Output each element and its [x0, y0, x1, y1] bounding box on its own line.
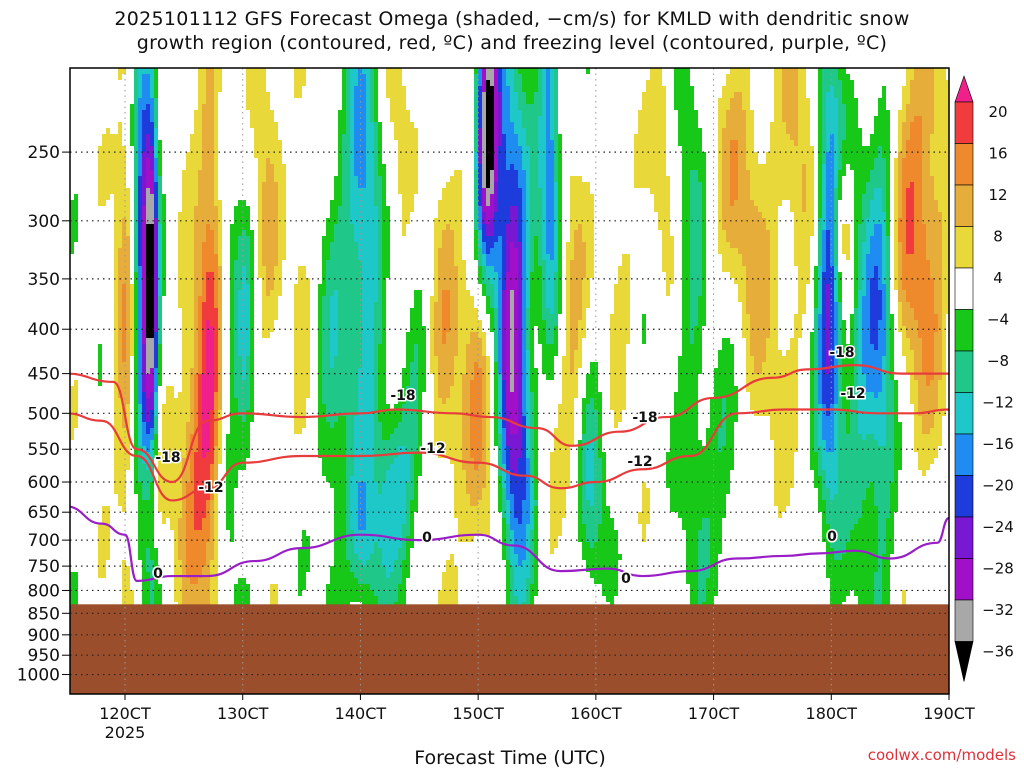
y-tick-label-650: 650 [28, 503, 60, 523]
colorbar-label: −28 [982, 560, 1014, 578]
y-tick-label-450: 450 [28, 365, 60, 385]
terrain-mask [70, 604, 949, 694]
colorbar-label: 16 [988, 145, 1007, 163]
contour-labels: -18 -12 -18 -12 -18 -12 -18 -12 0 0 0 0 [152, 344, 868, 589]
y-tick-label-600: 600 [28, 473, 60, 493]
y-axis: 2503003504004505005506006507007508008509… [17, 143, 70, 686]
grid-lines [70, 68, 950, 694]
colorbar-swatch [954, 516, 974, 559]
y-tick-label-1000: 1000 [17, 666, 60, 686]
colorbar-swatch [954, 475, 974, 518]
colorbar-label: 12 [988, 186, 1007, 204]
omega-shading [70, 68, 949, 608]
colorbar-swatch [954, 143, 974, 186]
colorbar-swatch [954, 433, 974, 476]
x-tick-label-190CT: 190CT [923, 704, 975, 723]
colorbar: 20 16 12 8 4 −4 −8 −12 −16 −20 −24 −28 −32 −36 [954, 75, 1014, 682]
colorbar-swatch [954, 599, 974, 642]
credit-link[interactable]: coolwx.com/models [868, 746, 1016, 764]
contour-line-3 [70, 505, 949, 583]
colorbar-label: −12 [982, 394, 1014, 412]
colorbar-swatch [954, 350, 974, 393]
colorbar-swatch [954, 226, 974, 269]
freezing-contour-label: 0 [827, 529, 837, 545]
y-tick-label-950: 950 [28, 646, 60, 666]
colorbar-label: −20 [982, 477, 1014, 495]
colorbar-label: 8 [993, 228, 1003, 246]
dgz-contour-label: -18 [632, 410, 657, 426]
y-tick-label-700: 700 [28, 531, 60, 551]
colorbar-arrow-top [954, 75, 974, 103]
y-tick-label-800: 800 [28, 581, 60, 601]
y-tick-label-900: 900 [28, 626, 60, 646]
contour-line-1 [70, 364, 949, 484]
x-axis: 120CT 130CT 140CT 150CT 160CT 170CT 180CT 190CT… [99, 694, 975, 742]
chart-title-line-1: 2025101112 GFS Forecast Omega (shaded, −… [114, 8, 910, 30]
x-tick-label-120CT: 120CT [99, 704, 151, 723]
colorbar-label: −8 [987, 352, 1009, 370]
x-tick-label-180CT: 180CT [806, 704, 858, 723]
x-axis-title: Forecast Time (UTC) [414, 747, 605, 768]
colorbar-swatch [954, 101, 974, 144]
y-tick-label-850: 850 [28, 604, 60, 624]
plot-frame [69, 67, 950, 695]
colorbar-label: 20 [988, 103, 1007, 121]
colorbar-swatch [954, 558, 974, 601]
x-tick-label-170CT: 170CT [688, 704, 740, 723]
colorbar-label: −4 [987, 311, 1009, 329]
x-tick-label-140CT: 140CT [335, 704, 387, 723]
y-tick-label-550: 550 [28, 440, 60, 460]
x-tick-label-160CT: 160CT [570, 704, 622, 723]
colorbar-swatch [954, 267, 974, 310]
freezing-contour-label: 0 [153, 566, 163, 582]
dgz-contour-label: -12 [198, 480, 223, 496]
colorbar-swatch [954, 392, 974, 435]
chart-title-line-2: growth region (contoured, red, ºC) and f… [136, 32, 888, 54]
colorbar-label: −36 [982, 643, 1014, 661]
dgz-contour-label: -12 [420, 441, 445, 457]
colorbar-label: 4 [993, 269, 1003, 287]
colorbar-swatch [954, 309, 974, 352]
freezing-contour-label: 0 [422, 530, 432, 546]
colorbar-label: −32 [982, 601, 1014, 619]
x-tick-sublabel-year: 2025 [105, 723, 146, 742]
y-tick-label-400: 400 [28, 320, 60, 340]
colorbar-arrow-bottom [954, 641, 974, 682]
contour-lines [70, 364, 949, 583]
x-tick-label-150CT: 150CT [452, 704, 504, 723]
dgz-contour-label: -18 [829, 345, 854, 361]
dgz-contour-label: -18 [390, 388, 415, 404]
dgz-contour-label: -12 [840, 386, 865, 402]
dgz-contour-label: -18 [155, 450, 180, 466]
colorbar-swatch [954, 184, 974, 227]
x-tick-label-130CT: 130CT [217, 704, 269, 723]
y-tick-label-500: 500 [28, 404, 60, 424]
y-tick-label-350: 350 [28, 270, 60, 290]
contour-line-2 [70, 408, 949, 502]
y-tick-label-300: 300 [28, 212, 60, 232]
y-tick-label-750: 750 [28, 557, 60, 577]
freezing-contour-label: 0 [621, 571, 631, 587]
dgz-contour-label: -12 [627, 454, 652, 470]
colorbar-label: −16 [982, 435, 1014, 453]
y-tick-label-250: 250 [28, 143, 60, 163]
colorbar-label: −24 [982, 518, 1014, 536]
